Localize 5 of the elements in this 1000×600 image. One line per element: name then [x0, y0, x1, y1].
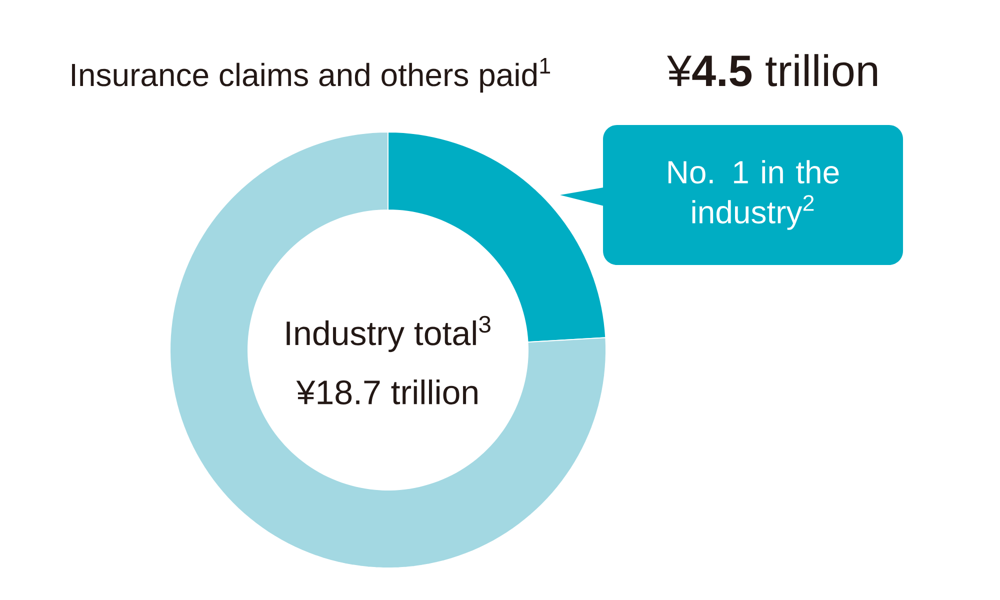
- chart-title: Insurance claims and others paid$^{1}$: [72, 58, 550, 93]
- text: No. 1 in the industry$^{2}$: [668, 160, 839, 230]
- text: ¥18.7 trillion: [296, 380, 478, 404]
- text: ¥4.5 trillion: [667, 54, 878, 86]
- text: Industry total$^{3}$: [286, 316, 490, 352]
